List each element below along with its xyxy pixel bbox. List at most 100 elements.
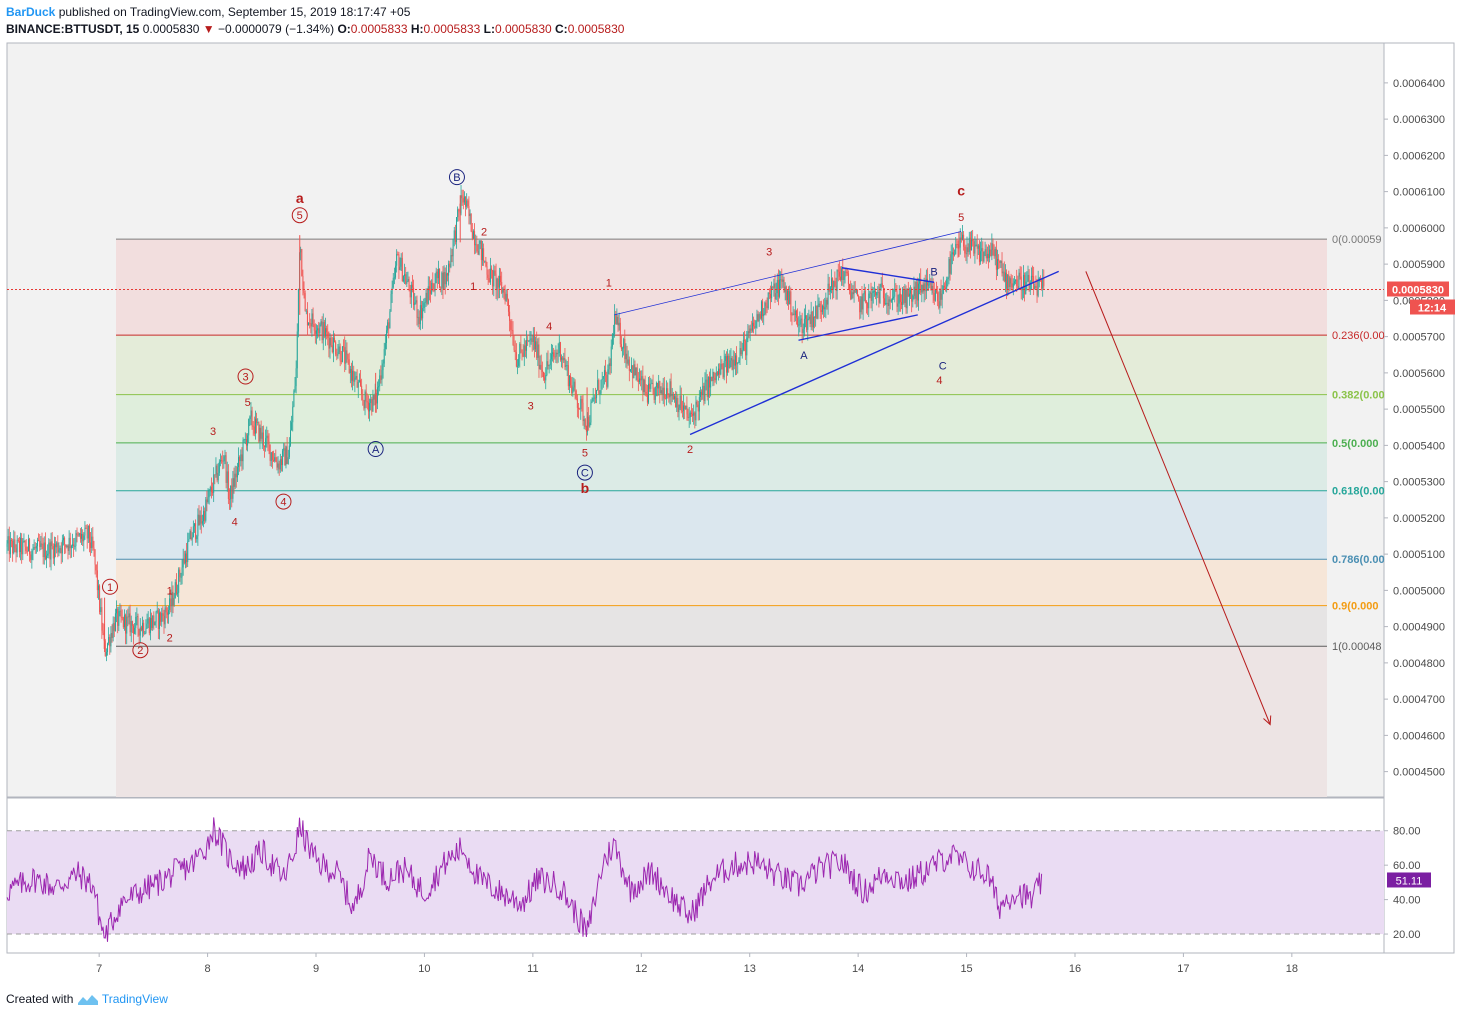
candle-body [846, 271, 848, 274]
candle-body [773, 283, 775, 288]
tradingview-brand[interactable]: TradingView [101, 992, 168, 1006]
author-name[interactable]: BarDuck [6, 5, 56, 19]
candle-body [814, 316, 816, 318]
wave-label: 1 [606, 277, 612, 289]
candle-body [884, 298, 886, 305]
wave-label: 2 [481, 227, 487, 239]
candle-body [213, 474, 215, 493]
candle-body [99, 585, 101, 612]
candle-body [265, 438, 267, 448]
candle-body [417, 316, 419, 318]
candle-body [946, 279, 948, 289]
candle-body [358, 380, 360, 382]
candle-body [182, 558, 184, 568]
candle-body [701, 391, 703, 396]
candle-body [189, 530, 191, 540]
candle-body [535, 341, 537, 350]
candle-body [898, 293, 900, 304]
candle-body [439, 268, 441, 288]
candle-body [609, 363, 611, 366]
rsi-tick-label: 80.00 [1393, 826, 1421, 838]
candle-body [423, 302, 425, 309]
candle-body [267, 435, 269, 442]
candle-body [391, 287, 393, 295]
candle-body [702, 385, 704, 396]
candle-body [832, 278, 834, 290]
candle-body [474, 231, 476, 246]
candle-body [947, 277, 949, 280]
candle-body [58, 549, 60, 553]
candle-body [145, 628, 147, 633]
candle-body [906, 289, 908, 309]
candle-body [781, 279, 783, 282]
time-tick-label: 8 [205, 963, 211, 975]
candle-body [805, 315, 807, 319]
candle-body [155, 611, 157, 623]
candle-body [990, 249, 992, 257]
time-tick-label: 12 [635, 963, 647, 975]
candle-body [538, 344, 540, 369]
candle-body [17, 539, 19, 542]
candle-body [334, 337, 336, 343]
candle-body [9, 540, 11, 555]
candle-body [632, 365, 634, 379]
candle-body [388, 322, 390, 329]
candle-body [506, 293, 508, 300]
candle-body [574, 381, 576, 391]
candle-body [1024, 274, 1026, 295]
candle-body [372, 394, 374, 412]
time-tick-label: 11 [527, 963, 538, 975]
candle-body [779, 279, 781, 297]
candle-body [231, 485, 233, 499]
candle-body [783, 279, 785, 292]
candle-body [607, 369, 609, 387]
candle-body [904, 289, 906, 303]
candle-body [174, 582, 176, 598]
fib-zone-0 [116, 239, 1327, 336]
candle-body [703, 385, 705, 402]
candle-body [638, 378, 640, 383]
candle-body [436, 271, 438, 279]
candle-body [277, 463, 279, 468]
fib-label-0: 0(0.00059 [1332, 234, 1382, 246]
candle-body [478, 243, 480, 255]
candle-body [256, 418, 258, 423]
candle-body [442, 272, 444, 290]
candle-body [39, 541, 41, 547]
candle-body [373, 394, 375, 400]
candle-body [527, 340, 529, 341]
candle-body [173, 597, 175, 606]
candle-body [939, 290, 941, 308]
candle-body [309, 322, 311, 324]
candle-body [427, 286, 429, 304]
candle-body [769, 294, 771, 299]
wave-label: 4 [936, 375, 942, 387]
candle-body [757, 314, 759, 322]
candle-body [72, 544, 74, 546]
candle-body [693, 412, 695, 416]
candle-body [823, 305, 825, 310]
wave-label: c [957, 183, 965, 199]
candle-body [747, 331, 749, 338]
candle-body [1021, 287, 1023, 291]
candle-body [558, 342, 560, 354]
candle-body [181, 567, 183, 578]
candle-body [240, 454, 242, 462]
candle-body [762, 301, 764, 317]
candle-body [893, 296, 895, 299]
candle-body [811, 311, 813, 328]
candle-body [513, 344, 515, 351]
candle-body [567, 365, 569, 387]
candle-body [865, 301, 867, 303]
candle-body [764, 302, 766, 314]
candle-body [593, 397, 595, 399]
candle-body [879, 286, 881, 303]
candle-body [1003, 271, 1005, 282]
candle-body [361, 385, 363, 395]
candle-body [888, 299, 890, 306]
time-tick-label: 15 [960, 963, 972, 975]
candle-body [886, 302, 888, 304]
candle-body [524, 345, 526, 351]
candle-body [661, 390, 663, 395]
candle-body [395, 265, 397, 278]
